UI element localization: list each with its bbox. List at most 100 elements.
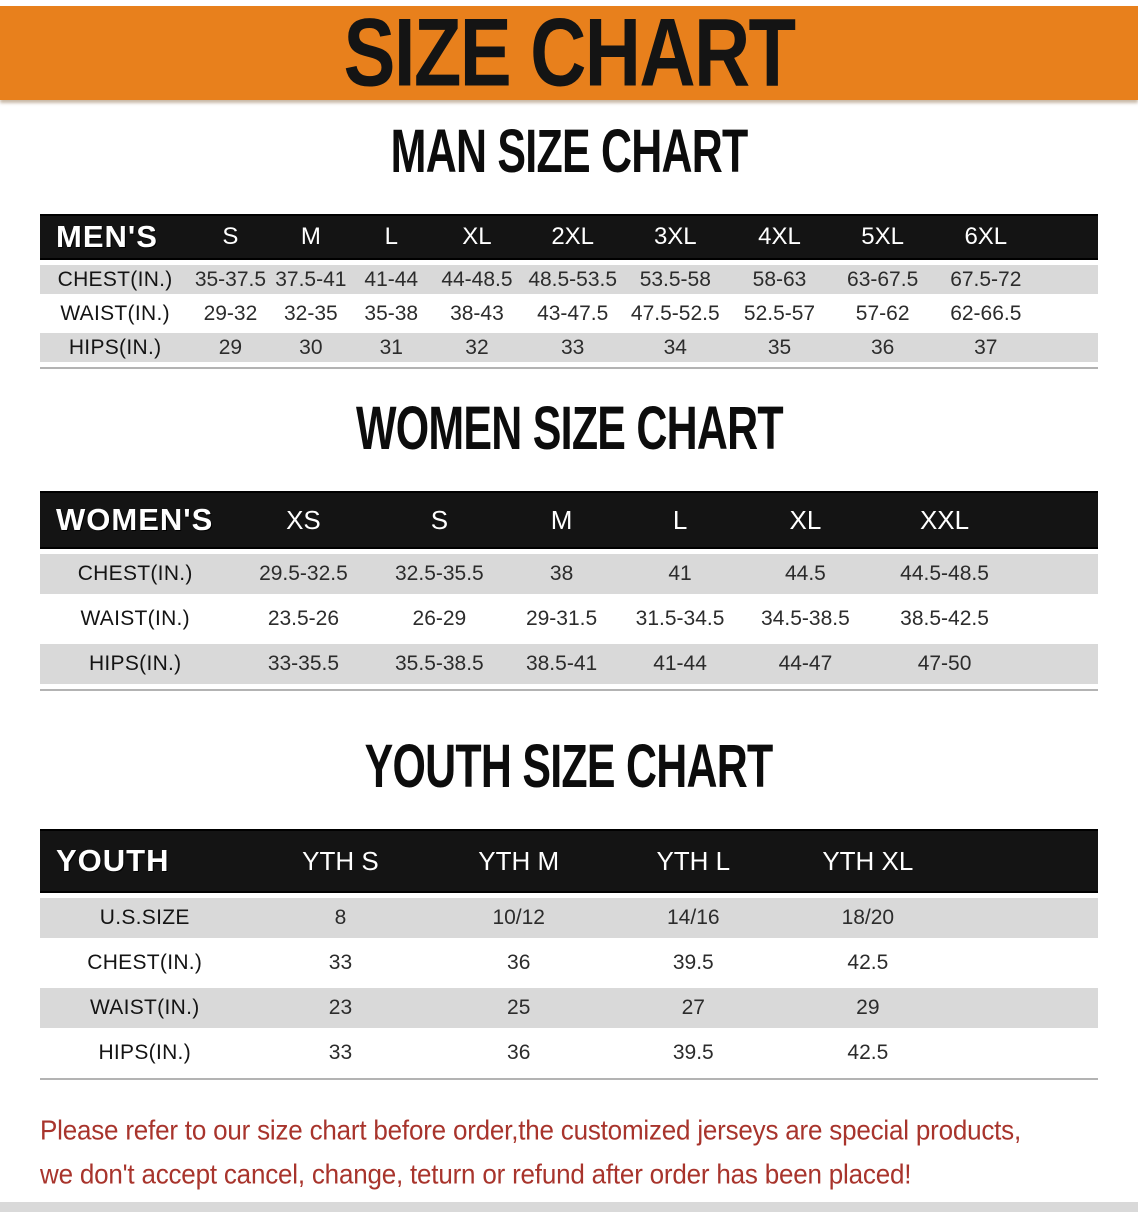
- size-value-cell: 31: [351, 333, 432, 362]
- size-value-cell: 42.5: [780, 1033, 956, 1073]
- size-value-cell: 30: [270, 333, 352, 362]
- youth-size-table: YOUTH YTH S YTH M YTH L YTH XL U.S.SIZE …: [40, 824, 1098, 1078]
- size-value-cell: 41: [620, 554, 740, 594]
- women-chest-row: CHEST(IN.) 29.5-32.5 32.5-35.5 38 41 44.…: [40, 554, 1098, 594]
- men-size-table: MEN'S S M L XL 2XL 3XL 4XL 5XL 6XL CHEST…: [40, 209, 1098, 367]
- banner-title: SIZE CHART: [343, 0, 797, 108]
- size-value-cell: 48.5-53.5: [522, 265, 623, 294]
- row-label: HIPS(IN.): [40, 333, 191, 362]
- size-value-cell: 52.5-57: [727, 299, 832, 328]
- row-label: U.S.SIZE: [40, 898, 250, 938]
- row-label: WAIST(IN.): [40, 988, 250, 1028]
- size-value-cell: 29-32: [190, 299, 271, 328]
- size-chart-banner: SIZE CHART: [0, 0, 1138, 108]
- size-value-cell: 36: [431, 943, 606, 983]
- men-table-corner-label: MEN'S: [40, 214, 191, 260]
- filler-cell: [955, 943, 1098, 983]
- size-value-cell: 43-47.5: [522, 299, 623, 328]
- size-column-header: 4XL: [727, 214, 832, 260]
- size-value-cell: 23.5-26: [230, 599, 377, 639]
- women-heading-text: WOMEN SIZE CHART: [355, 394, 784, 463]
- size-value-cell: 34.5-38.5: [739, 599, 872, 639]
- youth-waist-row: WAIST(IN.) 23 25 27 29: [40, 988, 1098, 1028]
- size-value-cell: 23: [249, 988, 432, 1028]
- size-value-cell: 32.5-35.5: [376, 554, 503, 594]
- women-hips-row: HIPS(IN.) 33-35.5 35.5-38.5 38.5-41 41-4…: [40, 644, 1098, 684]
- row-label: HIPS(IN.): [40, 644, 231, 684]
- size-column-header: YTH S: [249, 829, 432, 893]
- size-value-cell: 18/20: [780, 898, 956, 938]
- size-value-cell: 34: [622, 333, 728, 362]
- row-label: WAIST(IN.): [40, 299, 191, 328]
- row-label: CHEST(IN.): [40, 943, 250, 983]
- size-value-cell: 35-37.5: [190, 265, 271, 294]
- women-section-heading: WOMEN SIZE CHART: [0, 394, 1138, 470]
- size-value-cell: 36: [831, 333, 934, 362]
- row-label: HIPS(IN.): [40, 1033, 250, 1073]
- youth-ussize-row: U.S.SIZE 8 10/12 14/16 18/20: [40, 898, 1098, 938]
- size-value-cell: 29: [780, 988, 956, 1028]
- size-value-cell: 42.5: [780, 943, 956, 983]
- size-value-cell: 44-48.5: [431, 265, 523, 294]
- size-column-header: YTH XL: [780, 829, 956, 893]
- size-value-cell: 38: [502, 554, 621, 594]
- women-table-corner-label: WOMEN'S: [40, 491, 231, 549]
- size-value-cell: 37: [933, 333, 1038, 362]
- size-column-header: L: [620, 491, 740, 549]
- men-hips-row: HIPS(IN.) 29 30 31 32 33 34 35 36 37: [40, 333, 1098, 362]
- size-column-header: M: [270, 214, 352, 260]
- size-value-cell: 29.5-32.5: [230, 554, 377, 594]
- header-filler-cell: [1037, 214, 1098, 260]
- youth-chest-row: CHEST(IN.) 33 36 39.5 42.5: [40, 943, 1098, 983]
- size-value-cell: 38.5-41: [502, 644, 621, 684]
- size-value-cell: 39.5: [606, 1033, 781, 1073]
- size-value-cell: 26-29: [376, 599, 503, 639]
- youth-hips-row: HIPS(IN.) 33 36 39.5 42.5: [40, 1033, 1098, 1073]
- size-value-cell: 58-63: [727, 265, 832, 294]
- size-value-cell: 33-35.5: [230, 644, 377, 684]
- men-chest-row: CHEST(IN.) 35-37.5 37.5-41 41-44 44-48.5…: [40, 265, 1098, 294]
- bottom-edge-strip: [0, 1202, 1138, 1212]
- filler-cell: [1017, 644, 1098, 684]
- row-label: CHEST(IN.): [40, 554, 231, 594]
- men-heading-text: MAN SIZE CHART: [390, 117, 749, 186]
- youth-table-header-row: YOUTH YTH S YTH M YTH L YTH XL: [40, 829, 1098, 893]
- men-table-header-row: MEN'S S M L XL 2XL 3XL 4XL 5XL 6XL: [40, 214, 1098, 260]
- header-filler-cell: [955, 829, 1098, 893]
- size-value-cell: 14/16: [606, 898, 781, 938]
- size-column-header: 6XL: [933, 214, 1038, 260]
- size-value-cell: 10/12: [431, 898, 606, 938]
- size-value-cell: 44.5: [739, 554, 872, 594]
- filler-cell: [1037, 265, 1098, 294]
- size-value-cell: 36: [431, 1033, 606, 1073]
- header-filler-cell: [1017, 491, 1098, 549]
- size-column-header: S: [190, 214, 271, 260]
- footer-note: Please refer to our size chart before or…: [40, 1106, 1138, 1194]
- size-value-cell: 33: [249, 943, 432, 983]
- size-column-header: 2XL: [522, 214, 623, 260]
- size-value-cell: 53.5-58: [622, 265, 728, 294]
- footer-note-line-1: Please refer to our size chart before or…: [40, 1113, 1022, 1146]
- size-value-cell: 25: [431, 988, 606, 1028]
- size-column-header: 5XL: [831, 214, 934, 260]
- row-label: CHEST(IN.): [40, 265, 191, 294]
- size-value-cell: 33: [522, 333, 623, 362]
- women-size-table: WOMEN'S XS S M L XL XXL CHEST(IN.) 29.5-…: [40, 486, 1098, 689]
- filler-cell: [955, 898, 1098, 938]
- filler-cell: [955, 988, 1098, 1028]
- size-value-cell: 44.5-48.5: [871, 554, 1018, 594]
- size-value-cell: 27: [606, 988, 781, 1028]
- size-column-header: M: [502, 491, 621, 549]
- youth-table-corner-label: YOUTH: [40, 829, 250, 893]
- filler-cell: [955, 1033, 1098, 1073]
- size-value-cell: 8: [249, 898, 432, 938]
- size-value-cell: 33: [249, 1033, 432, 1073]
- size-column-header: 3XL: [622, 214, 728, 260]
- size-value-cell: 29-31.5: [502, 599, 621, 639]
- size-value-cell: 35-38: [351, 299, 432, 328]
- youth-table-bottom-rule: [40, 1078, 1098, 1080]
- women-table-bottom-rule: [40, 689, 1098, 691]
- size-value-cell: 35: [727, 333, 832, 362]
- size-value-cell: 47-50: [871, 644, 1018, 684]
- filler-cell: [1017, 554, 1098, 594]
